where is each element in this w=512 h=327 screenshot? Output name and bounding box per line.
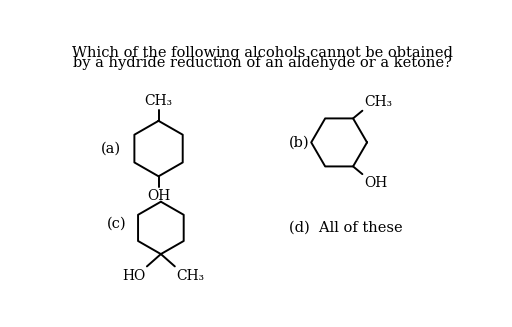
Text: OH: OH xyxy=(364,176,387,190)
Text: CH₃: CH₃ xyxy=(364,95,392,109)
Text: by a hydride reduction of an aldehyde or a ketone?: by a hydride reduction of an aldehyde or… xyxy=(73,56,452,70)
Text: CH₃: CH₃ xyxy=(144,94,173,108)
Text: HO: HO xyxy=(122,269,145,283)
Text: OH: OH xyxy=(147,189,170,203)
Text: Which of the following alcohols cannot be obtained: Which of the following alcohols cannot b… xyxy=(72,46,453,60)
Text: (b): (b) xyxy=(289,135,309,149)
Text: (d)  All of these: (d) All of these xyxy=(289,221,402,235)
Text: (a): (a) xyxy=(101,142,121,156)
Text: (c): (c) xyxy=(106,217,126,231)
Text: CH₃: CH₃ xyxy=(176,269,204,283)
